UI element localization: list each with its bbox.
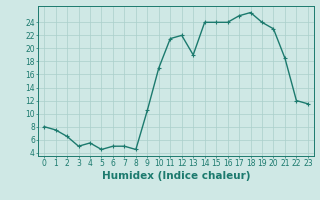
X-axis label: Humidex (Indice chaleur): Humidex (Indice chaleur)	[102, 171, 250, 181]
